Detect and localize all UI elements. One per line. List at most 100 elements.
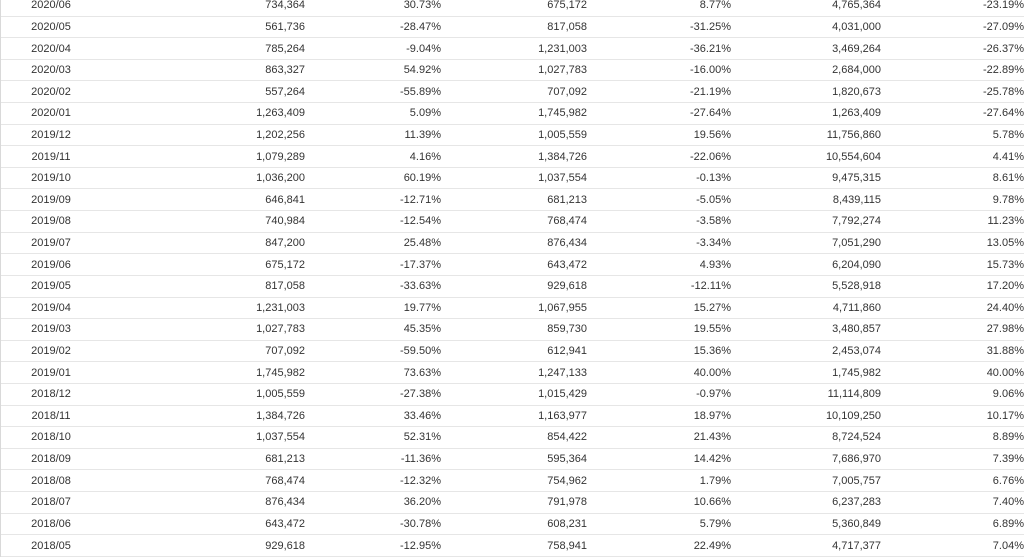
- compare-change-cell: 22.49%: [587, 534, 731, 557]
- table-row: 2019/07 847,200 25.48% 876,434 -3.34% 7,051,2…: [1, 232, 1024, 255]
- table-row: 2019/10 1,036,200 60.19% 1,037,554 -0.13% 9,4…: [1, 167, 1024, 190]
- cumulative-change-cell: 7.40%: [881, 491, 1024, 514]
- value-cell: 707,092: [101, 340, 305, 363]
- change-cell: 30.73%: [305, 0, 441, 17]
- compare-value-cell: 1,384,726: [441, 145, 587, 168]
- cumulative-change-cell: 6.89%: [881, 513, 1024, 536]
- table-row: 2018/06 643,472 -30.78% 608,231 5.79% 5,360,8…: [1, 513, 1024, 536]
- value-cell: 1,202,256: [101, 124, 305, 147]
- cumulative-change-cell: -26.37%: [881, 37, 1024, 60]
- compare-value-cell: 675,172: [441, 0, 587, 17]
- table-row: 2018/08 768,474 -12.32% 754,962 1.79% 7,005,7…: [1, 469, 1024, 493]
- change-cell: 73.63%: [305, 361, 441, 384]
- compare-value-cell: 859,730: [441, 318, 587, 341]
- compare-value-cell: 1,005,559: [441, 124, 587, 147]
- table-row: 2020/02 557,264 -55.89% 707,092 -21.19% 1,820…: [1, 80, 1024, 104]
- compare-value-cell: 1,067,955: [441, 297, 587, 320]
- change-cell: -11.36%: [305, 448, 441, 471]
- month-cell: 2020/04: [1, 37, 101, 60]
- month-cell: 2018/10: [1, 426, 101, 449]
- month-cell: 2019/06: [1, 253, 101, 276]
- value-cell: 929,618: [101, 534, 305, 557]
- cumulative-value-cell: 11,114,809: [731, 383, 881, 406]
- value-cell: 1,036,200: [101, 167, 305, 190]
- compare-value-cell: 876,434: [441, 232, 587, 255]
- value-cell: 847,200: [101, 232, 305, 255]
- change-cell: -59.50%: [305, 340, 441, 363]
- change-cell: 5.09%: [305, 102, 441, 125]
- table-row: 2018/12 1,005,559 -27.38% 1,015,429 -0.97% 11…: [1, 383, 1024, 406]
- cumulative-change-cell: -25.78%: [881, 80, 1024, 104]
- month-cell: 2020/02: [1, 80, 101, 104]
- month-cell: 2019/03: [1, 318, 101, 341]
- value-cell: 1,005,559: [101, 383, 305, 406]
- table-row: 2020/05 561,736 -28.47% 817,058 -31.25% 4,031…: [1, 16, 1024, 39]
- month-cell: 2018/12: [1, 383, 101, 406]
- table-row: 2019/02 707,092 -59.50% 612,941 15.36% 2,453,…: [1, 340, 1024, 363]
- cumulative-value-cell: 6,237,283: [731, 491, 881, 514]
- change-cell: -12.54%: [305, 210, 441, 233]
- compare-value-cell: 1,231,003: [441, 37, 587, 60]
- cumulative-change-cell: 31.88%: [881, 340, 1024, 363]
- compare-change-cell: 10.66%: [587, 491, 731, 514]
- table-row: 2018/09 681,213 -11.36% 595,364 14.42% 7,686,…: [1, 448, 1024, 471]
- compare-value-cell: 707,092: [441, 80, 587, 104]
- compare-change-cell: -0.13%: [587, 167, 731, 190]
- compare-value-cell: 1,247,133: [441, 361, 587, 384]
- month-cell: 2018/06: [1, 513, 101, 536]
- month-cell: 2020/01: [1, 102, 101, 125]
- compare-value-cell: 817,058: [441, 16, 587, 39]
- month-cell: 2019/11: [1, 145, 101, 168]
- value-cell: 876,434: [101, 491, 305, 514]
- month-cell: 2018/11: [1, 405, 101, 428]
- compare-change-cell: -31.25%: [587, 16, 731, 39]
- compare-change-cell: 18.97%: [587, 405, 731, 428]
- cumulative-value-cell: 2,684,000: [731, 59, 881, 82]
- value-cell: 1,231,003: [101, 297, 305, 320]
- compare-value-cell: 1,745,982: [441, 102, 587, 125]
- value-cell: 740,984: [101, 210, 305, 233]
- compare-value-cell: 1,027,783: [441, 59, 587, 82]
- cumulative-value-cell: 4,717,377: [731, 534, 881, 557]
- change-cell: 36.20%: [305, 491, 441, 514]
- compare-change-cell: 5.79%: [587, 513, 731, 536]
- compare-value-cell: 681,213: [441, 188, 587, 212]
- cumulative-change-cell: -27.09%: [881, 16, 1024, 39]
- compare-value-cell: 595,364: [441, 448, 587, 471]
- change-cell: -33.63%: [305, 275, 441, 298]
- cumulative-value-cell: 10,109,250: [731, 405, 881, 428]
- cumulative-change-cell: 13.05%: [881, 232, 1024, 255]
- value-cell: 675,172: [101, 253, 305, 276]
- value-cell: 561,736: [101, 16, 305, 39]
- month-cell: 2019/01: [1, 361, 101, 384]
- cumulative-value-cell: 11,756,860: [731, 124, 881, 147]
- value-cell: 646,841: [101, 188, 305, 212]
- month-cell: 2019/04: [1, 297, 101, 320]
- cumulative-value-cell: 1,745,982: [731, 361, 881, 384]
- cumulative-value-cell: 3,469,264: [731, 37, 881, 60]
- compare-change-cell: -22.06%: [587, 145, 731, 168]
- month-cell: 2019/09: [1, 188, 101, 212]
- month-cell: 2018/08: [1, 469, 101, 493]
- table-row: 2019/03 1,027,783 45.35% 859,730 19.55% 3,480…: [1, 318, 1024, 341]
- cumulative-change-cell: 8.61%: [881, 167, 1024, 190]
- change-cell: -17.37%: [305, 253, 441, 276]
- month-cell: 2020/03: [1, 59, 101, 82]
- cumulative-value-cell: 1,820,673: [731, 80, 881, 104]
- table-row: 2019/12 1,202,256 11.39% 1,005,559 19.56% 11,…: [1, 124, 1024, 147]
- cumulative-value-cell: 4,765,364: [731, 0, 881, 17]
- compare-change-cell: 8.77%: [587, 0, 731, 17]
- compare-change-cell: -36.21%: [587, 37, 731, 60]
- month-cell: 2019/12: [1, 124, 101, 147]
- cumulative-change-cell: 10.17%: [881, 405, 1024, 428]
- month-cell: 2018/05: [1, 534, 101, 557]
- compare-value-cell: 643,472: [441, 253, 587, 276]
- change-cell: -28.47%: [305, 16, 441, 39]
- table-row: 2019/04 1,231,003 19.77% 1,067,955 15.27% 4,7…: [1, 297, 1024, 320]
- compare-value-cell: 791,978: [441, 491, 587, 514]
- compare-change-cell: 19.56%: [587, 124, 731, 147]
- cumulative-change-cell: 7.04%: [881, 534, 1024, 557]
- table-row: 2018/11 1,384,726 33.46% 1,163,977 18.97% 10,…: [1, 405, 1024, 428]
- cumulative-change-cell: 4.41%: [881, 145, 1024, 168]
